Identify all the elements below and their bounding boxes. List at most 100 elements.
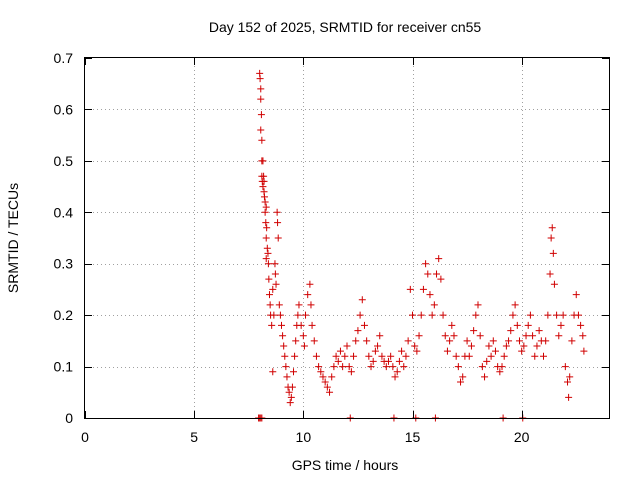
data-point — [515, 337, 523, 345]
axis-ticks — [85, 58, 609, 419]
data-point — [290, 368, 298, 376]
data-point — [273, 208, 281, 216]
data-point — [389, 363, 397, 371]
data-points — [255, 69, 588, 422]
x-tick-label: 5 — [190, 429, 198, 445]
data-point — [535, 327, 543, 335]
data-point — [467, 342, 475, 350]
data-point — [261, 198, 269, 206]
data-point — [328, 373, 336, 381]
data-point — [345, 363, 353, 371]
data-point — [520, 342, 528, 350]
data-point — [491, 347, 499, 355]
data-point — [330, 363, 338, 371]
data-point — [387, 352, 395, 360]
data-point — [483, 357, 491, 365]
data-point — [513, 321, 521, 329]
data-point — [457, 378, 465, 386]
data-point — [564, 378, 572, 386]
data-point — [542, 337, 550, 345]
data-point — [365, 352, 373, 360]
data-point — [437, 275, 445, 283]
x-tick-label: 0 — [81, 429, 89, 445]
data-point — [419, 285, 427, 293]
data-point — [269, 285, 277, 293]
data-point — [404, 337, 412, 345]
data-point — [430, 301, 438, 309]
x-axis-label: GPS time / hours — [292, 457, 399, 473]
data-point — [411, 342, 419, 350]
data-point — [553, 311, 561, 319]
data-point — [450, 332, 458, 340]
data-point — [275, 301, 283, 309]
data-point — [264, 260, 272, 268]
data-point — [470, 327, 478, 335]
data-point — [286, 399, 294, 407]
data-point — [572, 291, 580, 299]
data-point — [509, 311, 517, 319]
data-point — [540, 352, 547, 360]
data-point — [312, 352, 320, 360]
data-point — [291, 352, 299, 360]
data-point — [376, 332, 384, 340]
data-point — [574, 311, 582, 319]
data-point — [367, 363, 375, 371]
data-point — [263, 224, 271, 232]
data-point — [274, 219, 282, 227]
data-point — [360, 321, 368, 329]
tick-labels: 0 0.1 0.2 0.3 0.4 0.5 0.6 0.7 0 5 10 15 20 — [54, 50, 530, 445]
data-point — [478, 363, 486, 371]
data-point — [391, 373, 399, 381]
data-point — [260, 193, 268, 201]
data-point — [580, 347, 588, 355]
y-tick-label: 0.3 — [54, 256, 74, 272]
data-point — [285, 388, 293, 396]
data-point — [561, 363, 569, 371]
data-point — [294, 311, 302, 319]
y-tick-label: 0.5 — [54, 153, 74, 169]
data-point — [259, 157, 267, 165]
data-point — [413, 347, 421, 355]
data-point — [287, 393, 295, 401]
data-point — [274, 234, 282, 242]
data-point — [266, 301, 274, 309]
data-point — [559, 311, 567, 319]
data-point — [369, 357, 377, 365]
data-point — [481, 373, 489, 381]
data-point — [354, 327, 362, 335]
data-point — [280, 342, 288, 350]
data-point — [496, 368, 504, 376]
data-point — [347, 368, 355, 376]
data-point — [565, 393, 573, 401]
data-point — [281, 352, 289, 360]
data-point — [577, 321, 585, 329]
data-point — [304, 291, 312, 299]
data-point — [426, 291, 434, 299]
data-point — [406, 285, 414, 293]
data-point — [502, 342, 510, 350]
data-point — [350, 352, 358, 360]
data-point — [443, 347, 451, 355]
x-tick-label: 15 — [405, 429, 421, 445]
data-point — [522, 332, 530, 340]
data-point — [371, 347, 379, 355]
data-point — [568, 337, 576, 345]
data-point — [417, 311, 425, 319]
data-point — [262, 203, 270, 211]
data-point — [271, 260, 279, 268]
data-point — [505, 337, 513, 345]
data-point — [547, 234, 555, 242]
data-point — [566, 373, 574, 381]
data-point — [283, 373, 291, 381]
data-point — [302, 311, 310, 319]
data-point — [398, 347, 406, 355]
y-tick-label: 0 — [65, 410, 73, 426]
data-point — [435, 255, 443, 263]
data-point — [297, 321, 305, 329]
y-tick-label: 0.6 — [54, 101, 74, 117]
data-point — [326, 388, 334, 396]
data-point — [544, 311, 552, 319]
data-point — [299, 332, 307, 340]
data-point — [356, 311, 364, 319]
data-point — [317, 368, 325, 376]
